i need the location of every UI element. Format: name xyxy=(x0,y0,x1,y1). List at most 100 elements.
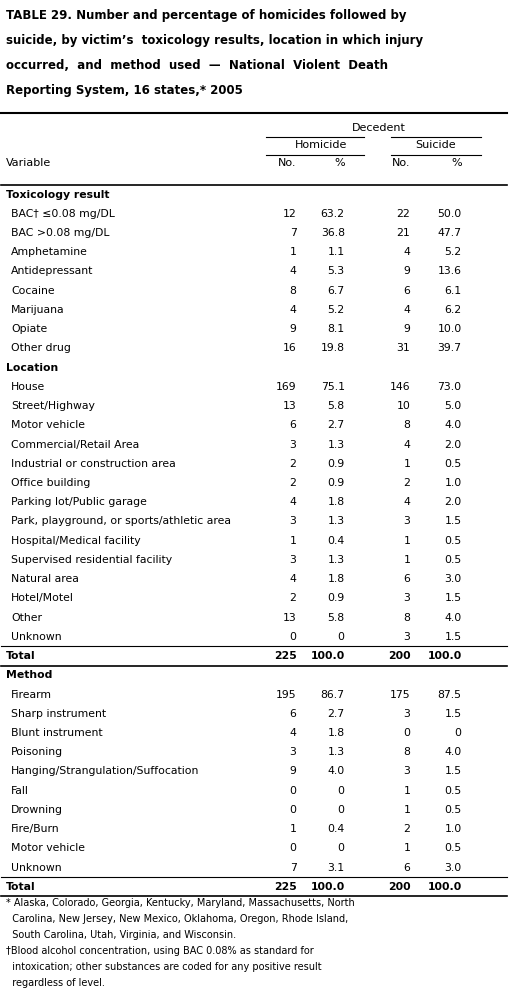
Text: 1.3: 1.3 xyxy=(328,555,345,565)
Text: 0.5: 0.5 xyxy=(444,555,462,565)
Text: 3: 3 xyxy=(404,593,410,603)
Text: Method: Method xyxy=(6,670,52,680)
Text: Firearm: Firearm xyxy=(11,689,52,699)
Text: 6: 6 xyxy=(404,574,410,584)
Text: 2.0: 2.0 xyxy=(444,497,462,508)
Text: 1.3: 1.3 xyxy=(328,439,345,449)
Text: 5.2: 5.2 xyxy=(328,305,345,315)
Text: 6.2: 6.2 xyxy=(445,305,462,315)
Text: 75.1: 75.1 xyxy=(321,382,345,392)
Text: 7: 7 xyxy=(290,862,297,872)
Text: suicide, by victim’s  toxicology results, location in which injury: suicide, by victim’s toxicology results,… xyxy=(6,34,423,47)
Text: 7: 7 xyxy=(290,228,297,238)
Text: 1: 1 xyxy=(404,555,410,565)
Text: 10.0: 10.0 xyxy=(438,325,462,334)
Text: Unknown: Unknown xyxy=(11,632,62,642)
Text: Natural area: Natural area xyxy=(11,574,79,584)
Text: BAC† ≤0.08 mg/DL: BAC† ≤0.08 mg/DL xyxy=(11,209,115,219)
Text: Antidepressant: Antidepressant xyxy=(11,266,94,276)
Text: 100.0: 100.0 xyxy=(310,651,345,661)
Text: 4: 4 xyxy=(290,305,297,315)
Text: 6: 6 xyxy=(290,420,297,430)
Text: 3: 3 xyxy=(404,632,410,642)
Text: 1.5: 1.5 xyxy=(445,767,462,777)
Text: 8: 8 xyxy=(404,613,410,623)
Text: 1.3: 1.3 xyxy=(328,748,345,757)
Text: 5.8: 5.8 xyxy=(328,613,345,623)
Text: %: % xyxy=(334,158,345,168)
Text: 6: 6 xyxy=(404,862,410,872)
Text: intoxication; other substances are coded for any positive result: intoxication; other substances are coded… xyxy=(6,962,322,972)
Text: 1: 1 xyxy=(290,247,297,257)
Text: Motor vehicle: Motor vehicle xyxy=(11,843,85,853)
Text: 4: 4 xyxy=(290,497,297,508)
Text: Hospital/Medical facility: Hospital/Medical facility xyxy=(11,536,141,546)
Text: 3.0: 3.0 xyxy=(444,574,462,584)
Text: 1.3: 1.3 xyxy=(328,517,345,527)
Text: 2: 2 xyxy=(290,478,297,488)
Text: 73.0: 73.0 xyxy=(438,382,462,392)
Text: 4: 4 xyxy=(404,247,410,257)
Text: 3: 3 xyxy=(404,767,410,777)
Text: 4: 4 xyxy=(290,728,297,738)
Text: 2.7: 2.7 xyxy=(328,709,345,719)
Text: 1.8: 1.8 xyxy=(328,728,345,738)
Text: 1.5: 1.5 xyxy=(445,709,462,719)
Text: 3: 3 xyxy=(290,555,297,565)
Text: 4: 4 xyxy=(404,305,410,315)
Text: Industrial or construction area: Industrial or construction area xyxy=(11,458,176,468)
Text: 8: 8 xyxy=(290,285,297,295)
Text: 1.5: 1.5 xyxy=(445,517,462,527)
Text: 63.2: 63.2 xyxy=(321,209,345,219)
Text: 6: 6 xyxy=(290,709,297,719)
Text: regardless of level.: regardless of level. xyxy=(6,978,105,988)
Text: 1.8: 1.8 xyxy=(328,497,345,508)
Text: Variable: Variable xyxy=(6,158,51,168)
Text: †Blood alcohol concentration, using BAC 0.08% as standard for: †Blood alcohol concentration, using BAC … xyxy=(6,946,314,956)
Text: 13.6: 13.6 xyxy=(438,266,462,276)
Text: Poisoning: Poisoning xyxy=(11,748,64,757)
Text: 0.5: 0.5 xyxy=(444,786,462,796)
Text: No.: No. xyxy=(278,158,297,168)
Text: 31: 31 xyxy=(397,344,410,354)
Text: Homicide: Homicide xyxy=(294,140,347,150)
Text: 169: 169 xyxy=(276,382,297,392)
Text: 2: 2 xyxy=(290,458,297,468)
Text: 0.9: 0.9 xyxy=(327,593,345,603)
Text: 0.4: 0.4 xyxy=(327,536,345,546)
Text: Parking lot/Public garage: Parking lot/Public garage xyxy=(11,497,147,508)
Text: 5.0: 5.0 xyxy=(444,401,462,411)
Text: Sharp instrument: Sharp instrument xyxy=(11,709,106,719)
Text: 16: 16 xyxy=(283,344,297,354)
Text: 9: 9 xyxy=(290,325,297,334)
Text: 1.0: 1.0 xyxy=(444,478,462,488)
Text: 3: 3 xyxy=(290,439,297,449)
Text: 39.7: 39.7 xyxy=(438,344,462,354)
Text: 4.0: 4.0 xyxy=(444,613,462,623)
Text: 0: 0 xyxy=(289,805,297,815)
Text: 4.0: 4.0 xyxy=(444,748,462,757)
Text: 0: 0 xyxy=(338,632,345,642)
Text: 2: 2 xyxy=(290,593,297,603)
Text: 0: 0 xyxy=(403,728,410,738)
Text: House: House xyxy=(11,382,46,392)
Text: 22: 22 xyxy=(397,209,410,219)
Text: 1.5: 1.5 xyxy=(445,632,462,642)
Text: 6.1: 6.1 xyxy=(445,285,462,295)
Text: %: % xyxy=(451,158,462,168)
Text: Carolina, New Jersey, New Mexico, Oklahoma, Oregon, Rhode Island,: Carolina, New Jersey, New Mexico, Oklaho… xyxy=(6,914,348,924)
Text: Amphetamine: Amphetamine xyxy=(11,247,88,257)
Text: 36.8: 36.8 xyxy=(321,228,345,238)
Text: 0: 0 xyxy=(289,786,297,796)
Text: Hanging/Strangulation/Suffocation: Hanging/Strangulation/Suffocation xyxy=(11,767,200,777)
Text: 1: 1 xyxy=(290,824,297,834)
Text: 4.0: 4.0 xyxy=(444,420,462,430)
Text: 9: 9 xyxy=(290,767,297,777)
Text: 225: 225 xyxy=(274,881,297,891)
Text: 86.7: 86.7 xyxy=(321,689,345,699)
Text: 3.1: 3.1 xyxy=(328,862,345,872)
Text: Fall: Fall xyxy=(11,786,29,796)
Text: Street/Highway: Street/Highway xyxy=(11,401,95,411)
Text: Suicide: Suicide xyxy=(416,140,457,150)
Text: 0: 0 xyxy=(289,843,297,853)
